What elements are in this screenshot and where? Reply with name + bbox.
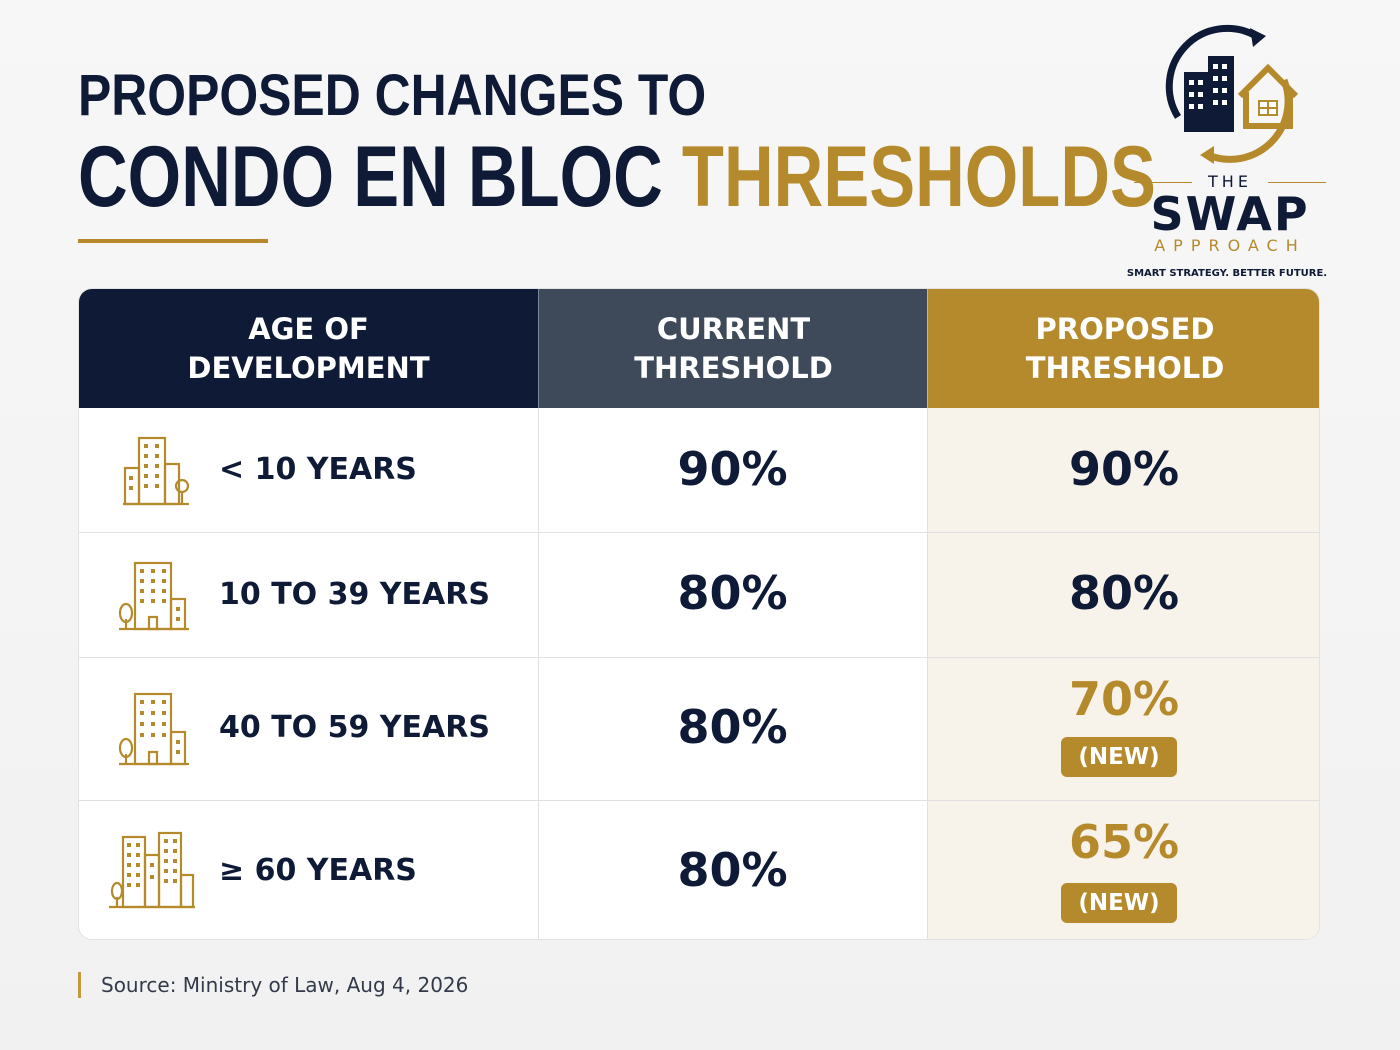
- new-badge: (NEW): [1061, 737, 1177, 777]
- logo-approach: APPROACH: [1154, 236, 1306, 255]
- age-label: 40 TO 59 YEARS: [219, 710, 490, 745]
- swap-approach-logo: THE SWAP APPROACH SMART STRATEGY. BETTER…: [1120, 22, 1340, 279]
- logo-emblem-icon: [1165, 24, 1299, 164]
- new-badge: (NEW): [1061, 883, 1177, 923]
- header-current-threshold: CURRENT THRESHOLD: [538, 289, 928, 408]
- proposed-threshold-value: 65%: [1068, 815, 1180, 869]
- logo-tagline: SMART STRATEGY. BETTER FUTURE.: [1126, 268, 1328, 279]
- source-note: Source: Ministry of Law, Aug 4, 2026: [78, 972, 468, 998]
- title-line-2: CONDO EN BLOC THRESHOLDS: [78, 128, 1156, 227]
- tall-building-icon: [118, 692, 189, 766]
- proposed-threshold-value: 90%: [1068, 442, 1180, 496]
- row-divider: [79, 800, 1319, 801]
- table-row: 40 TO 59 YEARS 80% 70% (NEW): [79, 658, 1319, 800]
- proposed-threshold-value: 70%: [1068, 672, 1180, 726]
- current-threshold-value: 90%: [677, 442, 788, 496]
- header-age-of-development: AGE OF DEVELOPMENT: [79, 289, 538, 408]
- age-label: ≥ 60 YEARS: [219, 853, 417, 888]
- current-threshold-value: 80%: [677, 700, 788, 754]
- building-with-tree-icon: [123, 436, 189, 506]
- table-row: 10 TO 39 YEARS 80% 80%: [79, 533, 1319, 657]
- column-divider: [927, 408, 928, 939]
- logo-line-right: [1268, 182, 1326, 183]
- table-row: < 10 YEARS 90% 90%: [79, 408, 1319, 532]
- table-row: ≥ 60 YEARS 80% 65% (NEW): [79, 801, 1319, 939]
- current-threshold-value: 80%: [677, 843, 788, 897]
- current-threshold-value: 80%: [677, 566, 788, 620]
- header-proposed-threshold: PROPOSED THRESHOLD: [927, 289, 1319, 408]
- proposed-threshold-value: 80%: [1068, 566, 1180, 620]
- age-label: 10 TO 39 YEARS: [219, 577, 490, 612]
- proposed-column-background: [927, 408, 1319, 939]
- title-underline: [78, 239, 268, 243]
- threshold-table: AGE OF DEVELOPMENT CURRENT THRESHOLD PRO…: [78, 288, 1320, 940]
- logo-swap: SWAP: [1150, 187, 1310, 241]
- column-divider: [538, 408, 539, 939]
- age-label: < 10 YEARS: [219, 452, 417, 487]
- table-header: AGE OF DEVELOPMENT CURRENT THRESHOLD PRO…: [79, 289, 1319, 408]
- title-line-1: PROPOSED CHANGES TO: [78, 63, 707, 128]
- row-divider: [79, 532, 1319, 533]
- city-buildings-icon: [109, 831, 195, 909]
- title-dark-part: CONDO EN BLOC: [78, 129, 663, 225]
- logo-line-left: [1134, 182, 1192, 183]
- title-gold-part: THRESHOLDS: [681, 129, 1156, 225]
- tall-building-icon: [118, 561, 189, 631]
- row-divider: [79, 657, 1319, 658]
- logo-the: THE: [1208, 172, 1252, 191]
